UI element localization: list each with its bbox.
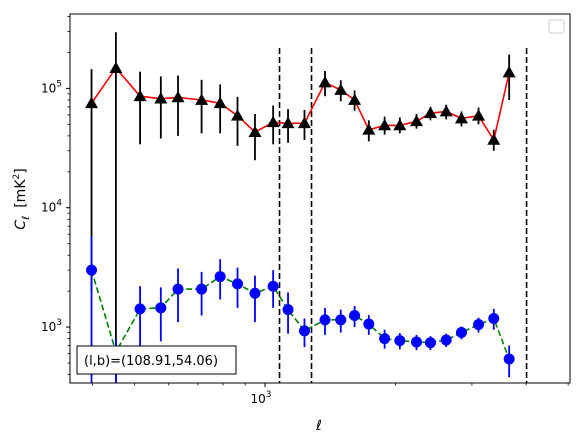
triangle-point-0 (85, 96, 99, 109)
triangle-point-16 (378, 118, 392, 131)
legend-box (548, 19, 565, 34)
y-axis-label-unit-close: ] (13, 168, 29, 173)
circle-point-3 (155, 302, 167, 314)
circle-point-24 (503, 353, 515, 365)
circle-point-15 (363, 318, 375, 330)
x-axis-label: ℓ (315, 418, 322, 434)
y-axis-label: Cℓ [mK2] (12, 168, 32, 229)
triangle-point-3 (154, 92, 168, 104)
triangle-point-6 (213, 96, 227, 109)
triangle-point-14 (348, 93, 362, 105)
y-tick-label-2: 105 (41, 79, 62, 95)
triangle-point-2 (133, 89, 147, 102)
y-axis-label-sub: ℓ (21, 216, 32, 220)
annotation-box: (l,b)=(108.91,54.06) (76, 345, 237, 375)
triangle-point-20 (439, 105, 453, 117)
circle-point-18 (410, 336, 422, 348)
circle-point-12 (319, 314, 331, 326)
circle-point-7 (232, 278, 244, 290)
circle-point-6 (214, 271, 226, 283)
triangle-point-15 (362, 123, 376, 135)
circle-point-5 (196, 283, 208, 295)
svg-text:Cℓ[mK2]: Cℓ [mK2] (12, 168, 32, 229)
triangle-point-17 (393, 118, 407, 131)
circle-point-0 (86, 264, 98, 276)
circle-point-11 (298, 325, 310, 337)
annotation-text: (l,b)=(108.91,54.06) (84, 354, 218, 369)
circle-point-13 (335, 314, 347, 326)
triangle-point-19 (423, 106, 437, 119)
triangle-point-13 (334, 83, 348, 95)
triangle-point-23 (487, 133, 501, 145)
circle-point-10 (282, 304, 294, 316)
circle-point-14 (349, 310, 361, 322)
y-axis-label-unit-sup: 2 (12, 174, 22, 180)
circle-point-8 (249, 287, 261, 299)
triangle-point-9 (266, 115, 280, 128)
triangle-point-8 (248, 125, 262, 138)
circle-point-20 (440, 334, 452, 346)
triangle-point-11 (297, 116, 311, 129)
circle-point-22 (473, 319, 485, 331)
circle-point-4 (172, 283, 184, 295)
triangle-point-21 (454, 111, 468, 124)
annotation-frame (76, 345, 237, 375)
x-tick-label: 103 (251, 390, 272, 406)
circle-point-2 (134, 303, 146, 315)
y-axis-label-main: C (13, 220, 29, 230)
triangle-point-18 (409, 114, 423, 127)
y-tick-label-1: 104 (41, 199, 62, 215)
triangle-point-4 (171, 90, 185, 103)
triangle-point-10 (281, 116, 295, 129)
circle-point-19 (424, 337, 436, 349)
y-tick-label-0: 103 (41, 318, 62, 334)
circle-point-23 (488, 313, 500, 325)
series-markers (85, 61, 516, 365)
circle-point-21 (455, 327, 467, 339)
y-axis-label-unit: [mK (13, 179, 29, 208)
circle-point-16 (379, 333, 391, 345)
triangle-point-22 (472, 109, 486, 121)
triangle-point-5 (195, 93, 209, 105)
triangle-point-24 (502, 65, 516, 78)
circle-point-17 (394, 335, 406, 347)
circle-point-9 (267, 280, 279, 292)
plot-frame (69, 13, 571, 384)
triangle-point-12 (318, 76, 332, 88)
triangle-point-7 (231, 109, 245, 121)
triangle-point-1 (109, 61, 123, 73)
axis-ticks: 103 104 105 103 (41, 16, 569, 406)
